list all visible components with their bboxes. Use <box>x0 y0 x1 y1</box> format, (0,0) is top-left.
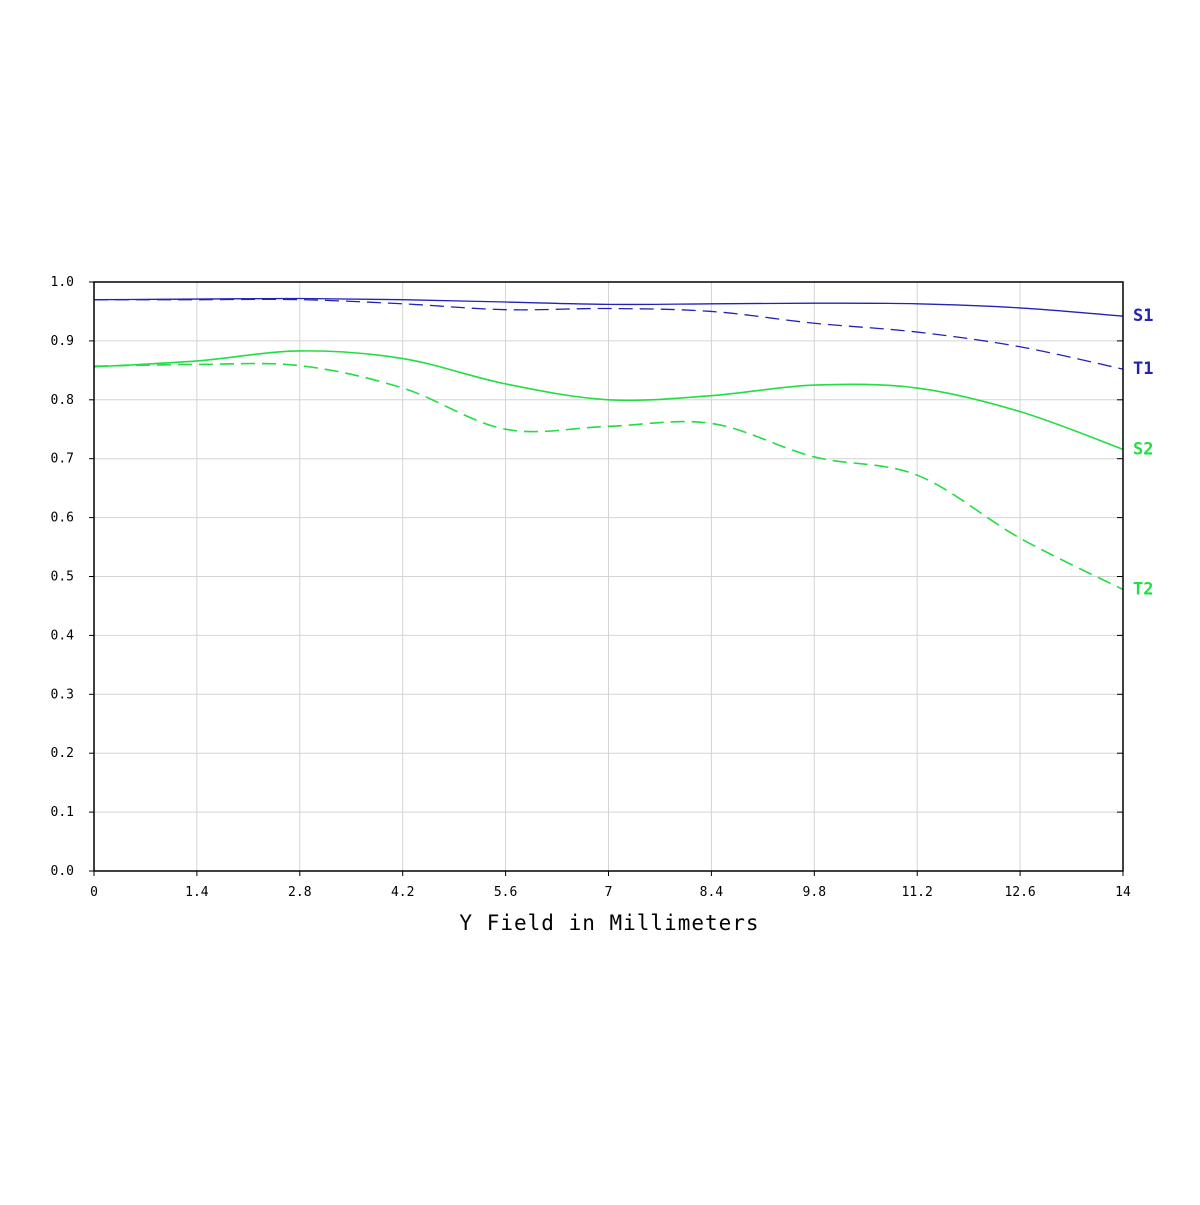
x-tick-label: 11.2 <box>902 885 933 900</box>
series-label-s1: S1 <box>1133 306 1153 326</box>
y-tick-label: 0.5 <box>51 570 74 585</box>
grid-layer <box>94 282 1123 871</box>
y-tick-label: 1.0 <box>51 275 74 290</box>
x-tick-label: 2.8 <box>288 885 311 900</box>
y-tick-label: 0.3 <box>51 687 74 702</box>
series-line-s1 <box>93 297 1124 317</box>
x-tick-label: 5.6 <box>494 885 517 900</box>
y-tick-label: 0.0 <box>51 864 74 879</box>
x-tick-label: 8.4 <box>700 885 724 900</box>
tick-layer <box>89 281 1124 876</box>
y-tick-label: 0.9 <box>51 334 74 349</box>
x-tick-label: 14 <box>1115 885 1131 900</box>
x-axis-title: Y Field in Millimeters <box>459 911 759 935</box>
x-tick-label: 0 <box>90 885 98 900</box>
series-label-t1: T1 <box>1133 359 1153 379</box>
x-tick-label: 1.4 <box>185 885 209 900</box>
series-line-t1 <box>94 298 1124 370</box>
x-tick-label: 12.6 <box>1004 885 1035 900</box>
series-line-s2 <box>93 350 1124 451</box>
y-tick-label: 0.4 <box>51 628 75 643</box>
y-tick-label: 0.7 <box>51 452 74 467</box>
series-line-t2 <box>93 362 1124 591</box>
x-tick-label: 9.8 <box>803 885 826 900</box>
x-tick-label: 4.2 <box>391 885 414 900</box>
y-tick-label: 0.2 <box>51 746 74 761</box>
x-tick-label: 7 <box>605 885 613 900</box>
series-layer <box>93 297 1124 591</box>
series-label-s2: S2 <box>1133 439 1153 459</box>
y-tick-label: 0.6 <box>51 511 74 526</box>
y-tick-label: 0.8 <box>51 393 74 408</box>
y-tick-label: 0.1 <box>51 805 74 820</box>
label-layer: 0 1.4 2.8 4.2 5.6 7 8.4 9.8 11.2 12.6 14 0.0 0.1 0.2 0… <box>51 275 1154 900</box>
series-label-t2: T2 <box>1133 579 1153 599</box>
